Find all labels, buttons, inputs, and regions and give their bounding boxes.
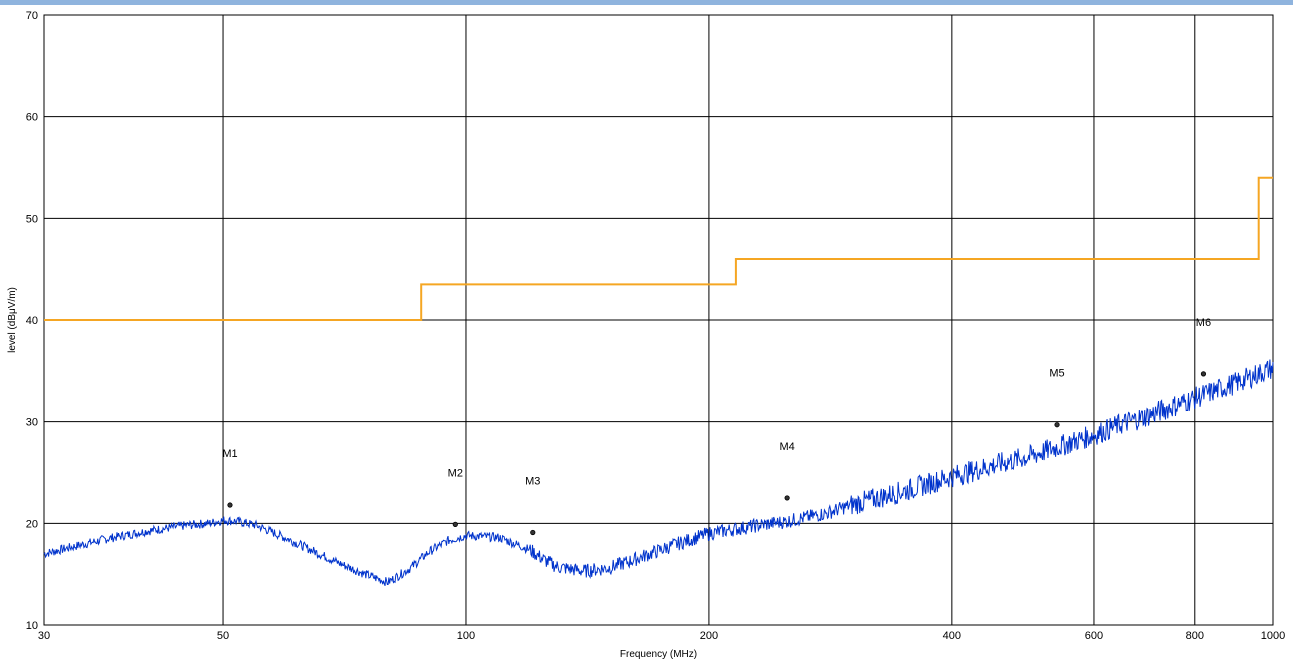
y-axis-title: level (dBμV/m) [7,287,18,353]
y-tick-label: 40 [26,315,38,327]
marker-label: M3 [525,475,540,487]
marker-point [530,529,536,536]
measurement-trace [43,359,1274,587]
y-tick-label: 60 [26,112,38,124]
measurement-trace-series [43,359,1274,587]
y-tick-label: 30 [26,417,38,429]
marker-point [452,521,458,527]
limit-line [44,176,1273,321]
marker-point [227,502,233,508]
x-tick-label: 1000 [1261,630,1285,642]
y-tick-label: 70 [26,10,38,22]
y-tick-label: 50 [26,213,38,225]
marker-label: M5 [1049,368,1064,380]
y-tick-label: 20 [26,518,38,530]
x-tick-label: 400 [943,630,961,642]
x-tick-label: 30 [38,630,50,642]
marker-point [1054,422,1060,428]
markers: M1 M2 M3 M4 M5 M6 [222,317,1211,536]
tick-labels: 30 50 100 200 400 600 800 1000 10 20 30 40 50 60 70 [26,10,1285,642]
x-tick-label: 800 [1186,630,1204,642]
marker-label: M4 [779,441,794,453]
marker-point [784,495,790,501]
marker-point [1200,371,1207,377]
marker-label: M2 [448,467,463,479]
x-tick-label: 50 [217,630,229,642]
y-tick-label: 10 [26,620,38,632]
x-tick-label: 200 [700,630,718,642]
limit-line-series [44,176,1273,321]
x-tick-label: 600 [1085,630,1103,642]
marker-label: M6 [1196,317,1211,329]
marker-label: M1 [222,448,237,460]
x-axis-title: Frequency (MHz) [620,649,697,660]
x-tick-label: 100 [457,630,475,642]
window-title-bar [0,0,1293,5]
